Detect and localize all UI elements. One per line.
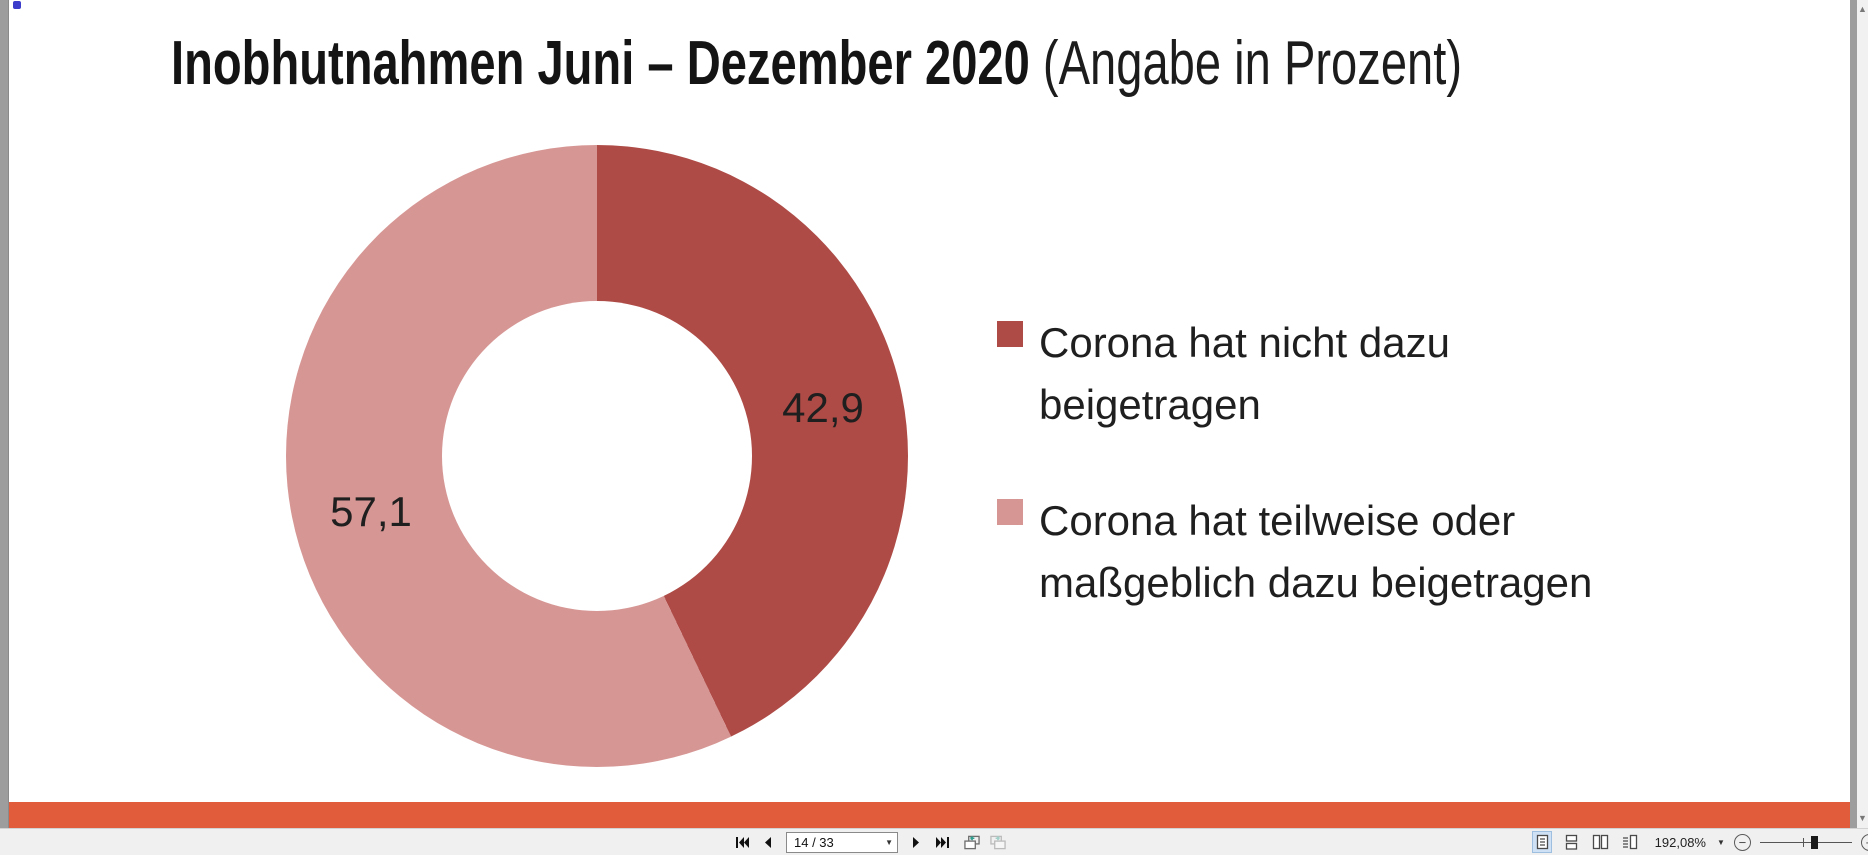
slide-title: Inobhutnahmen Juni – Dezember 2020 (Anga… [171,24,1462,104]
scroll-down-icon[interactable]: ▼ [1858,813,1867,823]
previous-page-icon [765,836,771,848]
vertical-scrollbar[interactable]: ▲ ▼ [1857,0,1868,828]
chart-legend: Corona hat nicht dazu beigetragen Corona… [997,312,1592,668]
slide-page: Inobhutnahmen Juni – Dezember 2020 (Anga… [8,0,1850,828]
previous-view-button[interactable] [964,833,980,851]
page-indicator: 14 / 33 [794,834,834,850]
slide-title-suffix: (Angabe in Prozent) [1042,29,1463,98]
donut-value-label-1: 42,9 [782,384,864,431]
zoom-slider[interactable] [1759,834,1852,851]
annotation-dot [13,1,21,9]
book-view-button[interactable] [1619,831,1639,853]
legend-label: Corona hat teilweise oder maßgeblich daz… [1039,497,1593,606]
donut-chart-hole [442,301,752,611]
multi-page-view-button[interactable] [1561,831,1581,853]
single-page-view-button[interactable] [1532,831,1552,853]
scroll-up-icon[interactable]: ▲ [1858,4,1867,14]
legend-item: Corona hat nicht dazu beigetragen [997,312,1592,436]
next-view-button[interactable] [990,833,1006,851]
zoom-slider-tick [1802,837,1804,847]
zoom-slider-thumb[interactable] [1810,835,1818,849]
last-page-button[interactable] [934,833,950,851]
zoom-in-button[interactable]: + [1860,833,1868,851]
donut-value-label-2: 57,1 [330,488,412,535]
book-view-icon [1622,834,1637,850]
previous-view-icon [964,835,980,849]
view-and-zoom-controls: 192,08% ▼ − + [1532,829,1868,855]
legend-item: Corona hat teilweise oder maßgeblich daz… [997,490,1592,614]
two-page-view-button[interactable] [1590,831,1610,853]
slide-footer-bar [9,802,1850,828]
legend-label: Corona hat nicht dazu beigetragen [1039,319,1450,428]
zoom-dropdown-icon[interactable]: ▼ [1717,837,1725,847]
donut-chart [286,145,908,767]
status-bar: 14 / 33 ▼ [0,828,1868,855]
last-page-icon [935,836,949,848]
canvas-margin-left [0,0,8,828]
canvas-margin-right [1850,0,1857,828]
next-view-icon [990,835,1006,849]
two-page-view-icon [1592,834,1608,850]
page-navigation: 14 / 33 ▼ [734,829,1006,855]
first-page-button[interactable] [734,833,750,851]
next-page-button[interactable] [908,833,924,851]
legend-swatch-dark-red [997,321,1023,347]
zoom-out-button[interactable]: − [1733,833,1751,851]
multi-page-view-icon [1565,834,1577,850]
zoom-slider-track [1759,841,1852,843]
page-select[interactable]: 14 / 33 ▼ [786,831,898,853]
first-page-icon [735,836,749,848]
next-page-icon [913,836,919,848]
previous-page-button[interactable] [760,833,776,851]
slide-title-main: Inobhutnahmen Juni – Dezember 2020 [171,29,1030,98]
single-page-view-icon [1536,834,1548,850]
chevron-down-icon: ▼ [885,837,893,847]
zoom-level[interactable]: 192,08% [1654,834,1706,850]
legend-swatch-pink [997,499,1023,525]
